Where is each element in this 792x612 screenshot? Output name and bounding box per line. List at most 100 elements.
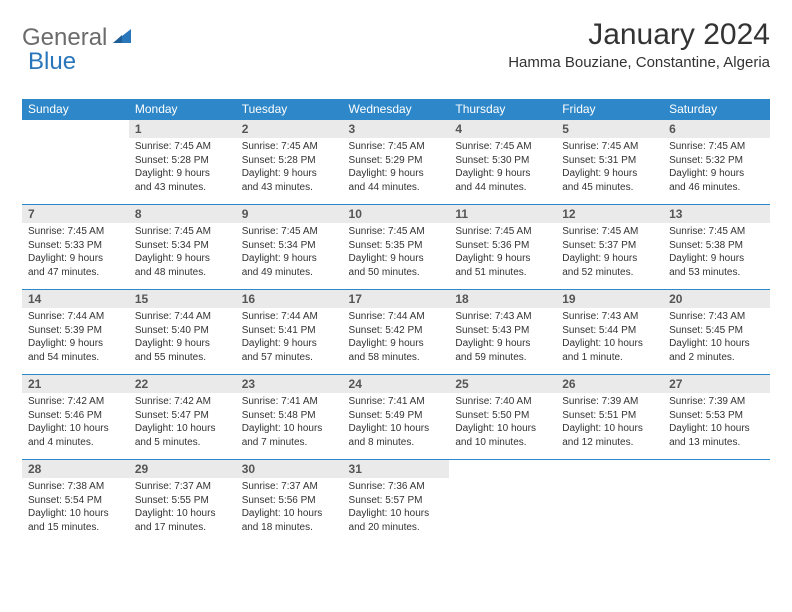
day-detail-cell bbox=[556, 478, 663, 544]
sunset-text: Sunset: 5:30 PM bbox=[455, 154, 550, 168]
day-detail-cell bbox=[449, 478, 556, 544]
day-detail-cell: Sunrise: 7:45 AMSunset: 5:29 PMDaylight:… bbox=[343, 138, 450, 205]
day-detail-cell bbox=[663, 478, 770, 544]
daylight-text-1: Daylight: 10 hours bbox=[242, 507, 337, 521]
day-detail-cell: Sunrise: 7:45 AMSunset: 5:31 PMDaylight:… bbox=[556, 138, 663, 205]
sunset-text: Sunset: 5:56 PM bbox=[242, 494, 337, 508]
daylight-text-2: and 47 minutes. bbox=[28, 266, 123, 280]
sunrise-text: Sunrise: 7:38 AM bbox=[28, 480, 123, 494]
day-detail-cell: Sunrise: 7:36 AMSunset: 5:57 PMDaylight:… bbox=[343, 478, 450, 544]
day-number-cell: 30 bbox=[236, 460, 343, 479]
sunset-text: Sunset: 5:47 PM bbox=[135, 409, 230, 423]
daylight-text-1: Daylight: 9 hours bbox=[135, 337, 230, 351]
day-number-cell: 12 bbox=[556, 205, 663, 224]
day-number-cell: 8 bbox=[129, 205, 236, 224]
daylight-text-1: Daylight: 10 hours bbox=[349, 422, 444, 436]
day-detail-cell: Sunrise: 7:43 AMSunset: 5:44 PMDaylight:… bbox=[556, 308, 663, 375]
sunset-text: Sunset: 5:34 PM bbox=[242, 239, 337, 253]
daylight-text-1: Daylight: 9 hours bbox=[349, 252, 444, 266]
dayhead-fri: Friday bbox=[556, 99, 663, 120]
dayhead-thu: Thursday bbox=[449, 99, 556, 120]
daylight-text-2: and 54 minutes. bbox=[28, 351, 123, 365]
daylight-text-2: and 44 minutes. bbox=[349, 181, 444, 195]
daylight-text-1: Daylight: 10 hours bbox=[562, 422, 657, 436]
week-num-row: 21222324252627 bbox=[22, 375, 770, 394]
day-detail-cell: Sunrise: 7:44 AMSunset: 5:42 PMDaylight:… bbox=[343, 308, 450, 375]
sunset-text: Sunset: 5:43 PM bbox=[455, 324, 550, 338]
day-detail-cell: Sunrise: 7:45 AMSunset: 5:35 PMDaylight:… bbox=[343, 223, 450, 290]
week-num-row: 123456 bbox=[22, 120, 770, 139]
day-number-cell bbox=[663, 460, 770, 479]
day-number-cell: 25 bbox=[449, 375, 556, 394]
day-detail-cell bbox=[22, 138, 129, 205]
calendar-table: Sunday Monday Tuesday Wednesday Thursday… bbox=[22, 99, 770, 544]
sunset-text: Sunset: 5:33 PM bbox=[28, 239, 123, 253]
daylight-text-1: Daylight: 9 hours bbox=[455, 167, 550, 181]
day-detail-cell: Sunrise: 7:45 AMSunset: 5:36 PMDaylight:… bbox=[449, 223, 556, 290]
logo-text-blue: Blue bbox=[28, 48, 76, 75]
sunset-text: Sunset: 5:39 PM bbox=[28, 324, 123, 338]
daylight-text-2: and 1 minute. bbox=[562, 351, 657, 365]
sunrise-text: Sunrise: 7:45 AM bbox=[562, 225, 657, 239]
daylight-text-1: Daylight: 9 hours bbox=[455, 337, 550, 351]
day-detail-cell: Sunrise: 7:43 AMSunset: 5:45 PMDaylight:… bbox=[663, 308, 770, 375]
day-header-row: Sunday Monday Tuesday Wednesday Thursday… bbox=[22, 99, 770, 120]
daylight-text-1: Daylight: 10 hours bbox=[349, 507, 444, 521]
sunset-text: Sunset: 5:46 PM bbox=[28, 409, 123, 423]
day-detail-cell: Sunrise: 7:37 AMSunset: 5:56 PMDaylight:… bbox=[236, 478, 343, 544]
daylight-text-2: and 52 minutes. bbox=[562, 266, 657, 280]
day-number-cell bbox=[449, 460, 556, 479]
week-detail-row: Sunrise: 7:38 AMSunset: 5:54 PMDaylight:… bbox=[22, 478, 770, 544]
daylight-text-1: Daylight: 9 hours bbox=[349, 167, 444, 181]
daylight-text-1: Daylight: 9 hours bbox=[455, 252, 550, 266]
sunrise-text: Sunrise: 7:44 AM bbox=[135, 310, 230, 324]
title-block: January 2024 Hamma Bouziane, Constantine… bbox=[508, 18, 770, 71]
sunset-text: Sunset: 5:28 PM bbox=[242, 154, 337, 168]
daylight-text-1: Daylight: 9 hours bbox=[28, 337, 123, 351]
day-detail-cell: Sunrise: 7:43 AMSunset: 5:43 PMDaylight:… bbox=[449, 308, 556, 375]
sunrise-text: Sunrise: 7:43 AM bbox=[669, 310, 764, 324]
dayhead-sun: Sunday bbox=[22, 99, 129, 120]
sunset-text: Sunset: 5:49 PM bbox=[349, 409, 444, 423]
daylight-text-1: Daylight: 9 hours bbox=[562, 252, 657, 266]
day-number-cell: 6 bbox=[663, 120, 770, 139]
daylight-text-1: Daylight: 10 hours bbox=[135, 507, 230, 521]
day-number-cell: 31 bbox=[343, 460, 450, 479]
day-detail-cell: Sunrise: 7:45 AMSunset: 5:34 PMDaylight:… bbox=[129, 223, 236, 290]
sunset-text: Sunset: 5:57 PM bbox=[349, 494, 444, 508]
sunset-text: Sunset: 5:42 PM bbox=[349, 324, 444, 338]
sunrise-text: Sunrise: 7:45 AM bbox=[242, 225, 337, 239]
week-num-row: 28293031 bbox=[22, 460, 770, 479]
day-detail-cell: Sunrise: 7:42 AMSunset: 5:46 PMDaylight:… bbox=[22, 393, 129, 460]
sunrise-text: Sunrise: 7:45 AM bbox=[669, 140, 764, 154]
daylight-text-2: and 5 minutes. bbox=[135, 436, 230, 450]
sunset-text: Sunset: 5:40 PM bbox=[135, 324, 230, 338]
logo-blue-wrap: Blue bbox=[28, 48, 76, 76]
sunrise-text: Sunrise: 7:40 AM bbox=[455, 395, 550, 409]
daylight-text-2: and 51 minutes. bbox=[455, 266, 550, 280]
month-title: January 2024 bbox=[508, 18, 770, 52]
sunset-text: Sunset: 5:53 PM bbox=[669, 409, 764, 423]
daylight-text-1: Daylight: 9 hours bbox=[242, 337, 337, 351]
daylight-text-2: and 44 minutes. bbox=[455, 181, 550, 195]
day-number-cell: 21 bbox=[22, 375, 129, 394]
sunrise-text: Sunrise: 7:36 AM bbox=[349, 480, 444, 494]
day-number-cell bbox=[22, 120, 129, 139]
daylight-text-1: Daylight: 10 hours bbox=[455, 422, 550, 436]
day-number-cell: 26 bbox=[556, 375, 663, 394]
sunset-text: Sunset: 5:37 PM bbox=[562, 239, 657, 253]
day-detail-cell: Sunrise: 7:44 AMSunset: 5:41 PMDaylight:… bbox=[236, 308, 343, 375]
day-detail-cell: Sunrise: 7:45 AMSunset: 5:37 PMDaylight:… bbox=[556, 223, 663, 290]
week-num-row: 14151617181920 bbox=[22, 290, 770, 309]
daylight-text-2: and 18 minutes. bbox=[242, 521, 337, 535]
day-number-cell: 2 bbox=[236, 120, 343, 139]
daylight-text-2: and 58 minutes. bbox=[349, 351, 444, 365]
sunset-text: Sunset: 5:50 PM bbox=[455, 409, 550, 423]
day-detail-cell: Sunrise: 7:40 AMSunset: 5:50 PMDaylight:… bbox=[449, 393, 556, 460]
daylight-text-2: and 8 minutes. bbox=[349, 436, 444, 450]
daylight-text-2: and 49 minutes. bbox=[242, 266, 337, 280]
day-number-cell: 3 bbox=[343, 120, 450, 139]
sunrise-text: Sunrise: 7:43 AM bbox=[455, 310, 550, 324]
sunrise-text: Sunrise: 7:45 AM bbox=[562, 140, 657, 154]
day-number-cell: 15 bbox=[129, 290, 236, 309]
